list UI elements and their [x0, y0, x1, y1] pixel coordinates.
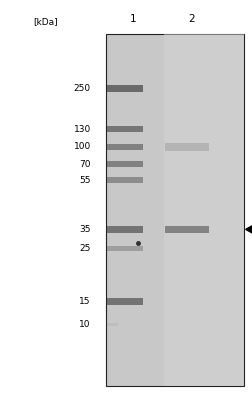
Text: [kDa]: [kDa] — [33, 18, 58, 26]
Bar — [107, 85, 143, 92]
Text: 35: 35 — [79, 225, 91, 234]
Text: 250: 250 — [74, 84, 91, 93]
Text: 70: 70 — [79, 160, 91, 169]
Text: 10: 10 — [79, 320, 91, 329]
Text: 130: 130 — [74, 124, 91, 134]
Bar — [107, 246, 143, 251]
Bar — [165, 143, 209, 150]
Text: 100: 100 — [74, 142, 91, 151]
Bar — [107, 161, 143, 167]
Bar — [165, 226, 209, 233]
Bar — [107, 126, 143, 132]
Text: 55: 55 — [79, 176, 91, 184]
Text: 15: 15 — [79, 297, 91, 306]
Text: 25: 25 — [79, 244, 91, 253]
Text: 2: 2 — [188, 14, 195, 24]
Bar — [107, 144, 143, 150]
Bar — [107, 226, 143, 233]
Bar — [106, 34, 244, 386]
Bar — [107, 298, 143, 305]
Polygon shape — [246, 218, 252, 240]
Bar — [107, 323, 118, 326]
Bar — [164, 34, 244, 386]
Text: 1: 1 — [130, 14, 137, 24]
Bar — [107, 177, 143, 183]
